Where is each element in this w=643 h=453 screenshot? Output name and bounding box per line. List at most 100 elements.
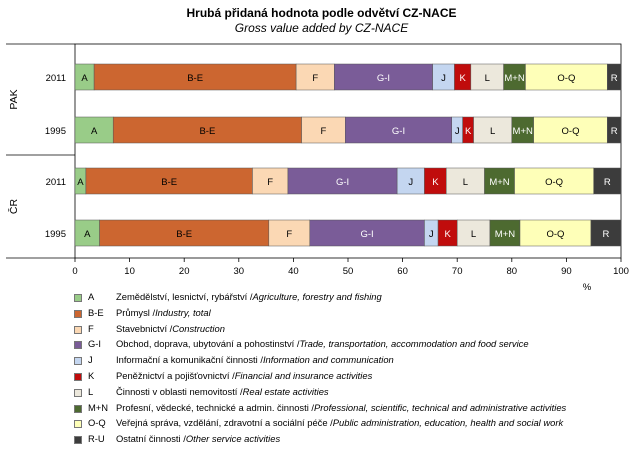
legend-text-en: Real estate activities <box>242 385 329 397</box>
legend-text-en: Agriculture, forestry and fishing <box>252 291 382 302</box>
legend-code: M+N <box>88 401 109 413</box>
bar-segment-label: G-I <box>336 177 349 188</box>
bar-segment-label: B-E <box>176 229 192 240</box>
x-tick-label: 20 <box>179 266 190 277</box>
legend-text: Stavebnictví /Construction <box>116 321 225 337</box>
legend-item: J Informační a komunikační činnosti /Info… <box>74 352 639 368</box>
stacked-bar-chart: 0 10 20 30 40 50 60 70 80 90 100% PAK ČR 2011 A B-E F G-I… <box>6 43 629 290</box>
legend-text-cz: Zemědělství, lesnictví, rybářství / <box>116 291 253 302</box>
bar-segment <box>99 219 270 247</box>
legend-text: Veřejná správa, vzdělání, zdravotní a so… <box>116 415 563 431</box>
legend-swatch <box>74 341 82 350</box>
bar-segment-label: J <box>455 126 460 137</box>
legend-text: Činnosti v oblasti nemovitostí /Real est… <box>116 384 329 400</box>
bar-segment-label: F <box>286 229 292 240</box>
bar-segment <box>533 116 608 144</box>
legend-item: M+N Profesní, vědecké, technické a admin.… <box>74 400 639 416</box>
bar-segment <box>525 63 608 91</box>
x-tick-label: 0 <box>72 266 77 277</box>
legend-text-en: Other service activities <box>185 433 281 445</box>
legend-text: Ostatní činnosti /Other service activiti… <box>116 431 280 447</box>
bar-segment-label: K <box>465 126 472 137</box>
legend-text-en: Public administration, education, health… <box>332 417 564 429</box>
legend-item: G-I Obchod, doprava, ubytování a pohostin… <box>74 336 639 352</box>
bar-segment <box>268 219 311 247</box>
bar-segment <box>396 167 425 195</box>
bar-segment-label: A <box>84 229 91 240</box>
bar-segment <box>519 219 592 247</box>
legend-text-cz: Informační a komunikační činnosti / <box>116 354 263 366</box>
bar-segment-label: R <box>611 73 618 84</box>
bar-segment-label: M+N <box>495 229 515 240</box>
bar-segment-label: L <box>490 126 495 137</box>
bar-segment-label: G-I <box>377 73 390 84</box>
legend-swatch <box>74 309 82 318</box>
group-label-pak: PAK <box>8 89 20 109</box>
legend-item: L Činnosti v oblasti nemovitostí /Real es… <box>74 384 639 400</box>
row-label: 2011 <box>46 73 66 84</box>
bar-segment-label: O-Q <box>545 177 563 188</box>
legend-code: J <box>88 354 93 366</box>
x-tick-label: 80 <box>507 266 518 277</box>
legend-text-en: Financial and insurance activities <box>234 369 373 381</box>
x-tick-label: 10 <box>124 266 135 277</box>
bar-segment-label: L <box>463 177 468 188</box>
chart-legend: A Zemědělství, lesnictví, rybářství /Agri… <box>74 289 639 447</box>
legend-code: A <box>88 291 95 302</box>
legend-text-en: Trade, transportation, accommodation and… <box>299 338 529 350</box>
chart-subtitle: Gross value added by CZ-NACE <box>234 21 409 35</box>
bar-segment-label: J <box>429 229 434 240</box>
bar-segment-label: O-Q <box>557 73 575 84</box>
bar-segment <box>334 63 433 91</box>
legend-swatch <box>74 357 82 366</box>
bar-segment <box>607 63 622 91</box>
legend-text-cz: Průmysl / <box>116 306 156 318</box>
legend-text: Obchod, doprava, ubytování a pohostinstv… <box>116 336 529 352</box>
legend-code: R-U <box>88 433 105 445</box>
legend-swatch <box>74 388 82 397</box>
legend-text-cz: Obchod, doprava, ubytování a pohostinstv… <box>116 338 300 350</box>
bar-segment <box>93 63 297 91</box>
bar-segment <box>112 116 302 144</box>
x-tick-label: 50 <box>343 266 354 277</box>
legend-text: Informační a komunikační činnosti /Infor… <box>116 352 394 368</box>
x-axis-label: % <box>583 282 592 290</box>
legend-code: G-I <box>88 338 102 350</box>
bar-segment-label: F <box>321 126 327 137</box>
bar-segment <box>74 116 114 144</box>
bar-segment-label: G-I <box>392 126 405 137</box>
bar-segment-label: B-E <box>199 126 215 137</box>
legend-code: K <box>88 369 95 381</box>
bar-segment <box>607 116 622 144</box>
row-label: 1995 <box>45 126 66 137</box>
bar-segment <box>473 116 513 144</box>
x-tick-label: 90 <box>561 266 572 277</box>
bar-segment <box>484 167 515 195</box>
bar-segment-label: R <box>611 126 618 137</box>
bar-segment-label: M+N <box>513 126 533 137</box>
bar-segment <box>590 219 622 247</box>
bar-segment <box>470 63 504 91</box>
bar-segment-label: R <box>603 229 610 240</box>
legend-text: Průmysl /Industry, total <box>116 305 211 321</box>
bar-segment-label: B-E <box>161 177 177 188</box>
legend-text-cz: Stavebnictví / <box>116 322 173 334</box>
legend-item: A Zemědělství, lesnictví, rybářství /Agri… <box>74 289 639 305</box>
bar-segment-label: L <box>471 229 476 240</box>
legend-item: F Stavebnictví /Construction <box>74 321 639 337</box>
x-tick-label: 70 <box>452 266 463 277</box>
legend-swatch <box>74 436 82 445</box>
legend-swatch <box>74 404 82 413</box>
chart-title: Hrubá přidaná hodnota podle odvětví CZ-N… <box>186 6 457 20</box>
legend-text-en: Information and communication <box>262 354 394 366</box>
bar-segment <box>593 167 622 195</box>
legend-text-en: Professional, scientific, technical and … <box>314 401 567 413</box>
legend-swatch <box>74 294 82 302</box>
x-tick-label: 30 <box>234 266 245 277</box>
bar-segment-label: K <box>444 229 451 240</box>
bar-segment <box>345 116 452 144</box>
legend-text-cz: Veřejná správa, vzdělání, zdravotní a so… <box>116 417 333 429</box>
legend-swatch <box>74 325 82 334</box>
row-label: 1995 <box>45 229 66 240</box>
bar-segment <box>514 167 594 195</box>
